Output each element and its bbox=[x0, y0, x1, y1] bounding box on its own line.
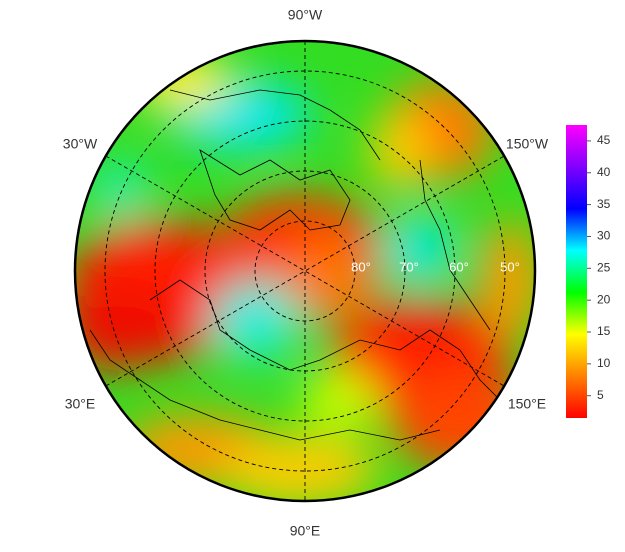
colorbar bbox=[566, 125, 587, 418]
longitude-label: 30°W bbox=[63, 136, 98, 152]
colorbar-tick-label: 10 bbox=[597, 356, 611, 370]
colorbar-tick-label: 25 bbox=[597, 260, 611, 274]
latitude-circle bbox=[104, 70, 506, 472]
colorbar-tick-label: 30 bbox=[597, 229, 611, 243]
longitude-label: 150°E bbox=[508, 396, 546, 412]
latitude-label: 50° bbox=[500, 259, 520, 274]
colorbar-tick-label: 5 bbox=[597, 388, 604, 402]
colorbar-tick-label: 20 bbox=[597, 292, 611, 306]
latitude-label: 60° bbox=[449, 259, 469, 274]
map-border bbox=[73, 39, 537, 503]
colorbar-tick-label: 15 bbox=[597, 324, 611, 338]
longitude-label: 30°E bbox=[65, 396, 96, 412]
colorbar-tick-label: 35 bbox=[597, 197, 611, 211]
longitude-label: 90°W bbox=[288, 7, 323, 23]
latitude-circle bbox=[154, 120, 456, 422]
latitude-label: 80° bbox=[351, 259, 371, 274]
latitude-label: 70° bbox=[399, 259, 419, 274]
field bbox=[75, 41, 535, 501]
colorbar-tick-label: 40 bbox=[597, 165, 611, 179]
colorbar-tick-label: 45 bbox=[597, 133, 611, 147]
longitude-label: 90°E bbox=[290, 523, 321, 539]
longitude-label: 150°W bbox=[506, 136, 549, 152]
